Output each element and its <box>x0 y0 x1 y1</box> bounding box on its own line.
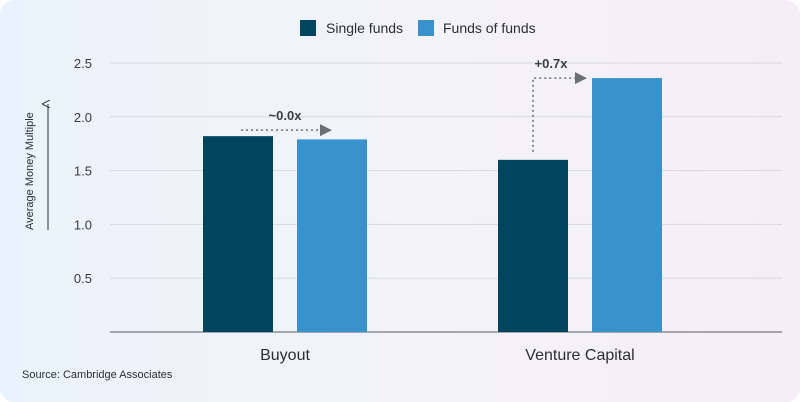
source-note: Source: Cambridge Associates <box>22 369 173 381</box>
legend-label-single-funds: Single funds <box>326 20 403 36</box>
category-label-buyout: Buyout <box>260 347 310 364</box>
annotation-label-buyout: ~0.0x <box>269 108 303 123</box>
bar-buyout-funds-of-funds <box>297 139 367 332</box>
bar-buyout-single-funds <box>203 136 273 332</box>
annotation-label-venture-capital: +0.7x <box>535 56 569 71</box>
bar-venture-capital-funds-of-funds <box>592 78 662 333</box>
legend-label-funds-of-funds: Funds of funds <box>443 20 536 36</box>
y-tick-label: 0.5 <box>74 271 92 286</box>
bar-venture-capital-single-funds <box>498 159 568 332</box>
legend-swatch-single-funds <box>300 20 316 36</box>
y-tick-label: 2.0 <box>74 110 92 125</box>
y-tick-label: 2.5 <box>74 56 92 71</box>
y-axis-label: Average Money Multiple <box>24 112 36 230</box>
category-label-venture-capital: Venture Capital <box>525 347 634 364</box>
annotation-arrow-venture-capital <box>532 72 587 152</box>
legend-swatch-funds-of-funds <box>418 20 434 36</box>
y-tick-label: 1.5 <box>74 164 92 179</box>
y-tick-label: 1.0 <box>74 217 92 232</box>
